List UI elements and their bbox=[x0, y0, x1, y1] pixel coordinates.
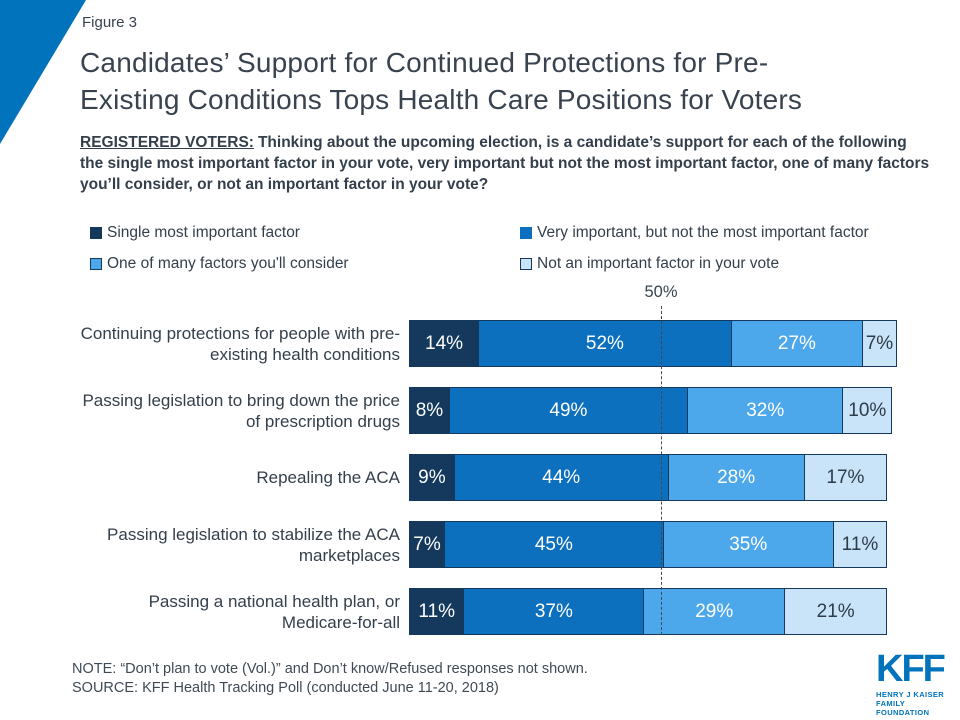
legend-swatch-icon bbox=[90, 258, 102, 270]
legend-swatch-icon bbox=[90, 227, 102, 239]
bar-value-label: 17% bbox=[826, 466, 865, 488]
bar-segment: 7% bbox=[410, 522, 445, 567]
survey-question-lead: REGISTERED VOTERS: bbox=[80, 134, 254, 151]
category-label: Passing legislation to stabilize the ACA… bbox=[107, 524, 400, 565]
bar-track: 9% 44% 28% 17% bbox=[409, 454, 897, 501]
legend-label: Very important, but not the most importa… bbox=[537, 224, 869, 241]
legend-item: Single most important factor bbox=[90, 224, 520, 242]
source-text: SOURCE: KFF Health Tracking Poll (conduc… bbox=[72, 680, 499, 696]
stacked-bar: 7% 45% 35% 11% bbox=[409, 521, 888, 568]
bar-segment: 29% bbox=[643, 589, 785, 634]
bar-segment: 11% bbox=[832, 522, 887, 567]
kff-tagline: HENRY J KAISER FAMILY FOUNDATION bbox=[876, 690, 960, 717]
legend-item: Very important, but not the most importa… bbox=[520, 224, 946, 242]
bar-track: 8% 49% 32% 10% bbox=[409, 387, 897, 434]
note-text: NOTE: “Don’t plan to vote (Vol.)” and Do… bbox=[72, 661, 588, 677]
bar-track: 11% 37% 29% 21% bbox=[409, 588, 897, 635]
bar-track: 14% 52% 27% 7% bbox=[409, 320, 897, 367]
bar-segment: 35% bbox=[662, 522, 833, 567]
bar-segment: 37% bbox=[463, 589, 644, 634]
bar-segment: 28% bbox=[667, 455, 804, 500]
stacked-bar: 11% 37% 29% 21% bbox=[409, 588, 888, 635]
chart-rows: Continuing protections for people with p… bbox=[69, 320, 899, 655]
category-label: Passing a national health plan, or Medic… bbox=[148, 591, 400, 632]
title-line-2: Existing Conditions Tops Health Care Pos… bbox=[80, 84, 803, 115]
bar-segment: 14% bbox=[410, 321, 479, 366]
footer-notes: NOTE: “Don’t plan to vote (Vol.)” and Do… bbox=[72, 660, 588, 698]
bar-segment: 7% bbox=[861, 321, 896, 366]
bar-value-label: 7% bbox=[865, 332, 894, 354]
bar-value-label: 11% bbox=[418, 600, 456, 622]
bar-segment: 44% bbox=[453, 455, 668, 500]
axis-50-dashed-line bbox=[661, 306, 662, 635]
bar-track: 7% 45% 35% 11% bbox=[409, 521, 897, 568]
bar-segment: 10% bbox=[842, 388, 892, 433]
chart-row: Continuing protections for people with p… bbox=[69, 320, 899, 367]
axis-50-label: 50% bbox=[644, 283, 678, 301]
stacked-bar: 14% 52% 27% 7% bbox=[409, 320, 897, 367]
legend-item: One of many factors you'll consider bbox=[90, 255, 520, 273]
bar-value-label: 28% bbox=[717, 466, 756, 488]
legend-label: Not an important factor in your vote bbox=[537, 255, 780, 272]
chart-row: Passing legislation to bring down the pr… bbox=[69, 387, 899, 434]
bar-value-label: 44% bbox=[542, 466, 581, 488]
bar-value-label: 8% bbox=[415, 399, 444, 421]
bar-segment: 32% bbox=[686, 388, 843, 433]
title-line-1: Candidates’ Support for Continued Protec… bbox=[80, 47, 769, 78]
chart-row: Repealing the ACA 9% 44% 28% 17% bbox=[69, 454, 899, 501]
legend-swatch-icon bbox=[520, 227, 532, 239]
chart-row: Passing legislation to stabilize the ACA… bbox=[69, 521, 899, 568]
bar-value-label: 49% bbox=[549, 399, 588, 421]
kff-wordmark: KFF bbox=[876, 648, 946, 690]
bar-value-label: 9% bbox=[418, 466, 446, 488]
bar-segment: 52% bbox=[478, 321, 731, 366]
legend-item: Not an important factor in your vote bbox=[520, 255, 946, 273]
bar-segment: 8% bbox=[410, 388, 449, 433]
legend: Single most important factor Very importa… bbox=[90, 224, 946, 273]
chart-row: Passing a national health plan, or Medic… bbox=[69, 588, 899, 635]
bar-value-label: 52% bbox=[585, 332, 624, 354]
bar-segment: 49% bbox=[448, 388, 687, 433]
stacked-bar: 9% 44% 28% 17% bbox=[409, 454, 888, 501]
stacked-bar: 8% 49% 32% 10% bbox=[409, 387, 893, 434]
category-label: Continuing protections for people with p… bbox=[80, 323, 400, 364]
corner-accent-triangle bbox=[0, 0, 86, 144]
bar-value-label: 37% bbox=[534, 600, 573, 622]
bar-value-label: 21% bbox=[816, 600, 855, 622]
legend-label: Single most important factor bbox=[107, 224, 300, 241]
figure-label: Figure 3 bbox=[82, 14, 138, 31]
bar-segment: 27% bbox=[730, 321, 862, 366]
legend-swatch-icon bbox=[520, 258, 532, 270]
bar-value-label: 11% bbox=[841, 533, 879, 555]
survey-question: REGISTERED VOTERS: Thinking about the upc… bbox=[80, 132, 932, 195]
bar-segment: 45% bbox=[444, 522, 663, 567]
survey-question-text: Thinking about the upcoming election, is… bbox=[80, 134, 930, 193]
kff-logo: KFF HENRY J KAISER FAMILY FOUNDATION bbox=[876, 650, 960, 717]
page-title: Candidates’ Support for Continued Protec… bbox=[80, 44, 940, 118]
bar-value-label: 14% bbox=[425, 332, 464, 354]
bar-value-label: 32% bbox=[746, 399, 785, 421]
bar-value-label: 10% bbox=[848, 399, 887, 421]
bar-value-label: 27% bbox=[777, 332, 816, 354]
kff-tagline-line-1: HENRY J KAISER bbox=[876, 690, 945, 699]
bar-value-label: 7% bbox=[413, 533, 441, 555]
bar-value-label: 45% bbox=[534, 533, 573, 555]
category-label: Repealing the ACA bbox=[256, 468, 400, 487]
bar-segment: 11% bbox=[410, 589, 464, 634]
bar-value-label: 35% bbox=[729, 533, 768, 555]
kff-tagline-line-2: FAMILY FOUNDATION bbox=[876, 699, 930, 717]
bar-segment: 21% bbox=[784, 589, 887, 634]
bar-segment: 17% bbox=[803, 455, 887, 500]
bar-value-label: 29% bbox=[695, 600, 734, 622]
bar-segment: 9% bbox=[410, 455, 454, 500]
legend-label: One of many factors you'll consider bbox=[107, 255, 349, 272]
category-label: Passing legislation to bring down the pr… bbox=[82, 390, 400, 431]
